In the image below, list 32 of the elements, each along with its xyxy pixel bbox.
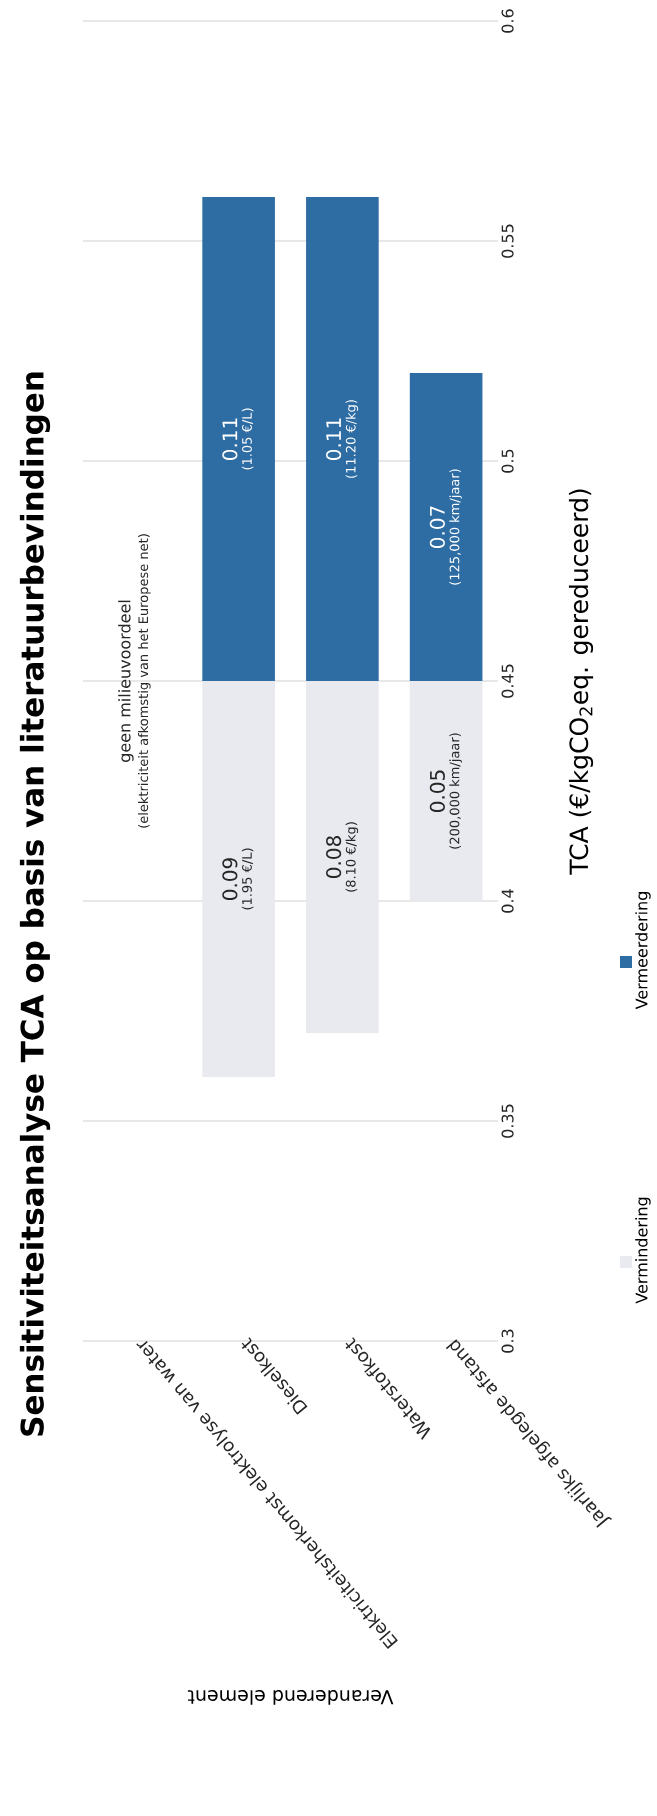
text: Sensitiviteitsanalyse TCA op basis van literatuurbevindingen	[19, 372, 51, 1436]
text: Vermeerdering	[635, 892, 651, 1010]
annotation: (1.05 €/L)	[241, 408, 254, 470]
bar	[409, 681, 483, 902]
annotation: (11.20 €/kg)	[345, 400, 359, 478]
y-tick-label: 0.5	[501, 449, 514, 473]
data-label: 0.11	[222, 418, 238, 460]
y-tick-label: 0.6	[501, 9, 514, 33]
bar	[202, 197, 275, 682]
data-label: 0.07	[429, 506, 445, 548]
data-label: 0.08	[326, 836, 342, 878]
x-axis-title: Veranderend element	[187, 1690, 394, 1705]
annotation: (125,000 km/jaar)	[449, 469, 462, 585]
y-tick-label: 0.3	[501, 1329, 514, 1353]
y-axis-title: TCA (€/kgCO$_{2}$eq. gereduceerd)	[568, 489, 594, 875]
annotation: (1.95 €/L)	[241, 848, 254, 910]
data-label: 0.09	[222, 858, 238, 900]
bar	[409, 373, 483, 682]
y-tick-label: 0.4	[501, 889, 514, 913]
data-label: 0.05	[429, 770, 445, 812]
y-tick-label: 0.45	[501, 664, 514, 698]
annotation: (200,000 km/jaar)	[449, 733, 462, 849]
bar	[306, 197, 379, 682]
y-tick-label: 0.55	[501, 224, 514, 258]
bar	[306, 681, 379, 1033]
y-tick-label: 0.35	[501, 1104, 514, 1138]
data-label: 0.11	[326, 418, 342, 460]
annotation: (8.10 €/kg)	[345, 822, 359, 892]
text: Vermindering	[635, 1197, 651, 1304]
annotation: (elektriciteit afkomstig van het Europese net)	[138, 534, 151, 828]
annotation: geen milieuvoordeel	[118, 600, 134, 762]
bar	[202, 681, 275, 1077]
